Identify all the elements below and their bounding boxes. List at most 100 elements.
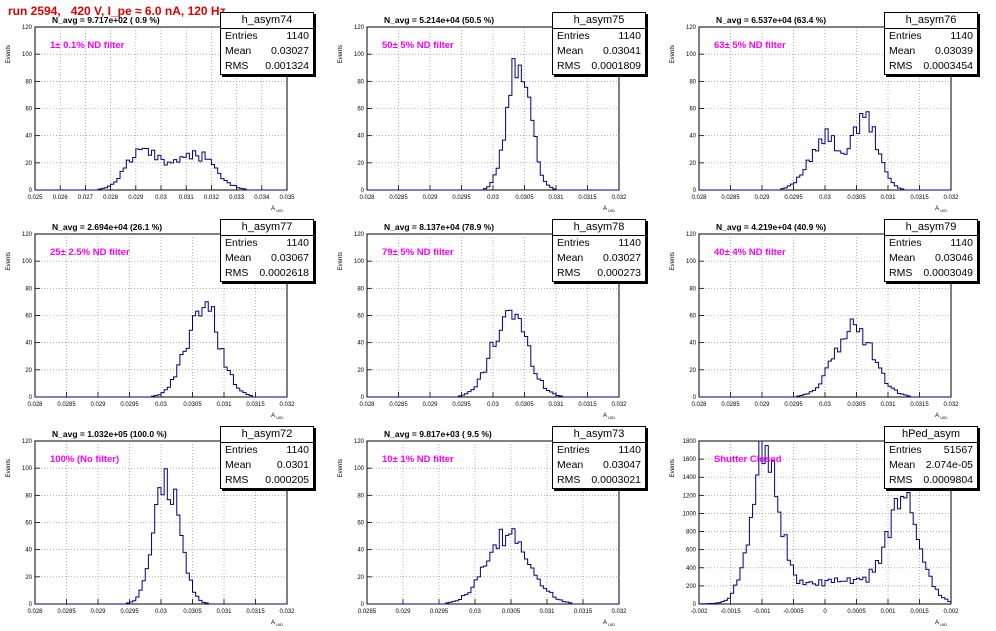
stats-value: 1140: [618, 444, 641, 456]
y-axis-label: Events: [670, 45, 676, 63]
x-tick-label: 0.031: [880, 402, 896, 408]
x-tick-label: 0.028: [27, 609, 43, 615]
y-tick-label: 200: [686, 584, 697, 590]
navg-label: N_avg = 1.032e+05 (100.0 %): [52, 429, 167, 439]
x-tick-label: 0.032: [279, 402, 295, 408]
x-tick-label: 0.03: [155, 402, 167, 408]
stats-label: Mean: [889, 252, 916, 264]
histogram-curve: [35, 301, 287, 398]
stats-value: 0.000273: [597, 267, 641, 279]
y-tick-label: 20: [25, 368, 32, 374]
stats-value: 0.0301: [276, 459, 309, 471]
filter-label: 10± 1% ND filter: [382, 454, 454, 465]
stats-value: 0.03027: [603, 252, 641, 264]
stats-row-rms: RMS 0.000205: [221, 473, 313, 488]
histogram-chart: 0.028 0.0285 0.029 0.0295 0.03 0.0305 0.031 0.0…: [670, 25, 959, 213]
stats-label: RMS: [225, 60, 249, 72]
x-tick-label: 0.03: [487, 402, 499, 408]
x-tick-label: 0.032: [611, 609, 627, 615]
y-tick-label: 1800: [683, 439, 697, 445]
x-tick-label: 0.031: [179, 195, 195, 201]
stats-label: Mean: [889, 459, 916, 471]
stats-box-title: h_asym78: [553, 220, 645, 236]
stats-row-mean: Mean 0.03067: [221, 251, 313, 266]
stats-value: 0.03047: [603, 459, 641, 471]
stats-box-title: h_asym76: [885, 13, 977, 29]
y-tick-label: 100: [354, 466, 365, 472]
x-tick-label: 0.03: [819, 402, 831, 408]
filter-label: Shutter Closed: [714, 454, 782, 465]
x-axis-label: A UID: [271, 413, 283, 420]
stats-box: h_asym72 Entries 1140 Mean 0.0301 RMS 0.000205: [220, 426, 314, 489]
y-axis-label: Events: [338, 45, 344, 63]
y-tick-label: 60: [25, 107, 32, 113]
x-tick-label: 0.028: [359, 195, 375, 201]
y-tick-label: 100: [22, 259, 33, 265]
y-axis-label: Events: [6, 45, 12, 63]
x-tick-label: 0.0285: [721, 195, 740, 201]
x-tick-label: 0.029: [754, 195, 770, 201]
y-axis-label: Events: [670, 459, 676, 477]
y-tick-label: 40: [25, 341, 32, 347]
x-tick-label: 0.0315: [578, 195, 597, 201]
stats-value: 0.000205: [265, 474, 309, 486]
navg-label: N_avg = 6.537e+04 (63.4 %): [716, 15, 827, 25]
x-tick-label: 0.0285: [358, 609, 377, 615]
x-tick-label: 0.0315: [578, 402, 597, 408]
y-tick-label: 40: [689, 134, 696, 140]
stats-label: RMS: [557, 474, 581, 486]
stats-label: Mean: [225, 459, 252, 471]
x-tick-label: 0.0295: [784, 195, 803, 201]
x-tick-label: 0.028: [103, 195, 119, 201]
stats-value: 0.0001809: [591, 60, 641, 72]
x-axis-label: A UID: [935, 206, 947, 213]
y-tick-label: 100: [22, 466, 33, 472]
y-tick-label: 120: [22, 439, 33, 445]
y-tick-label: 20: [25, 161, 32, 167]
y-tick-label: 0: [29, 395, 33, 401]
x-tick-label: 0.033: [229, 195, 245, 201]
y-tick-label: 40: [689, 341, 696, 347]
y-tick-label: 60: [357, 521, 364, 527]
x-tick-label: 0.0315: [246, 609, 265, 615]
stats-box-title: h_asym74: [221, 13, 313, 29]
y-tick-label: 20: [357, 161, 364, 167]
histogram-chart: 0.028 0.0285 0.029 0.0295 0.03 0.0305 0.031 0.0…: [6, 232, 295, 420]
y-tick-label: 60: [357, 314, 364, 320]
x-tick-label: 0.03: [155, 609, 167, 615]
y-axis-label: Events: [338, 252, 344, 270]
stats-label: Mean: [557, 45, 584, 57]
stats-box-title: hPed_asym: [885, 427, 977, 443]
x-tick-label: 0.026: [53, 195, 69, 201]
x-tick-label: 0.029: [422, 195, 438, 201]
stats-label: Mean: [225, 252, 252, 264]
x-tick-label: 0.032: [943, 195, 959, 201]
x-tick-label: 0.028: [691, 402, 707, 408]
y-tick-label: 1600: [683, 457, 697, 463]
navg-label: N_avg = 9.717e+02 ( 0.9 %): [52, 15, 160, 25]
y-tick-label: 40: [357, 134, 364, 140]
stats-label: RMS: [557, 267, 581, 279]
x-tick-label: 0: [823, 609, 827, 615]
histogram-curve: [367, 58, 619, 191]
x-tick-label: 0.027: [78, 195, 94, 201]
stats-box: h_asym79 Entries 1140 Mean 0.03046 RMS 0.00030…: [884, 219, 978, 282]
stats-box: h_asym76 Entries 1140 Mean 0.03039 RMS 0.00034…: [884, 12, 978, 75]
x-tick-label: 0.03: [469, 609, 481, 615]
histogram-curve: [367, 528, 619, 605]
x-tick-label: 0.0315: [910, 402, 929, 408]
stats-value: 0.03027: [271, 45, 309, 57]
y-tick-label: 80: [357, 286, 364, 292]
stats-value: 1140: [618, 30, 641, 42]
stats-value: 0.0003454: [923, 60, 973, 72]
x-tick-label: 0.032: [204, 195, 220, 201]
histogram-panel: 0.028 0.0285 0.029 0.0295 0.03 0.0305 0.031 0.0…: [664, 10, 996, 217]
y-tick-label: 0: [29, 188, 33, 194]
stats-value: 0.0009804: [923, 474, 973, 486]
filter-label: 1± 0.1% ND filter: [50, 40, 125, 51]
x-tick-label: 0.0295: [120, 402, 139, 408]
stats-label: Entries: [225, 30, 258, 42]
stats-row-entries: Entries 1140: [553, 443, 645, 458]
y-tick-label: 0: [361, 188, 365, 194]
x-axis-label: A UID: [271, 620, 283, 627]
